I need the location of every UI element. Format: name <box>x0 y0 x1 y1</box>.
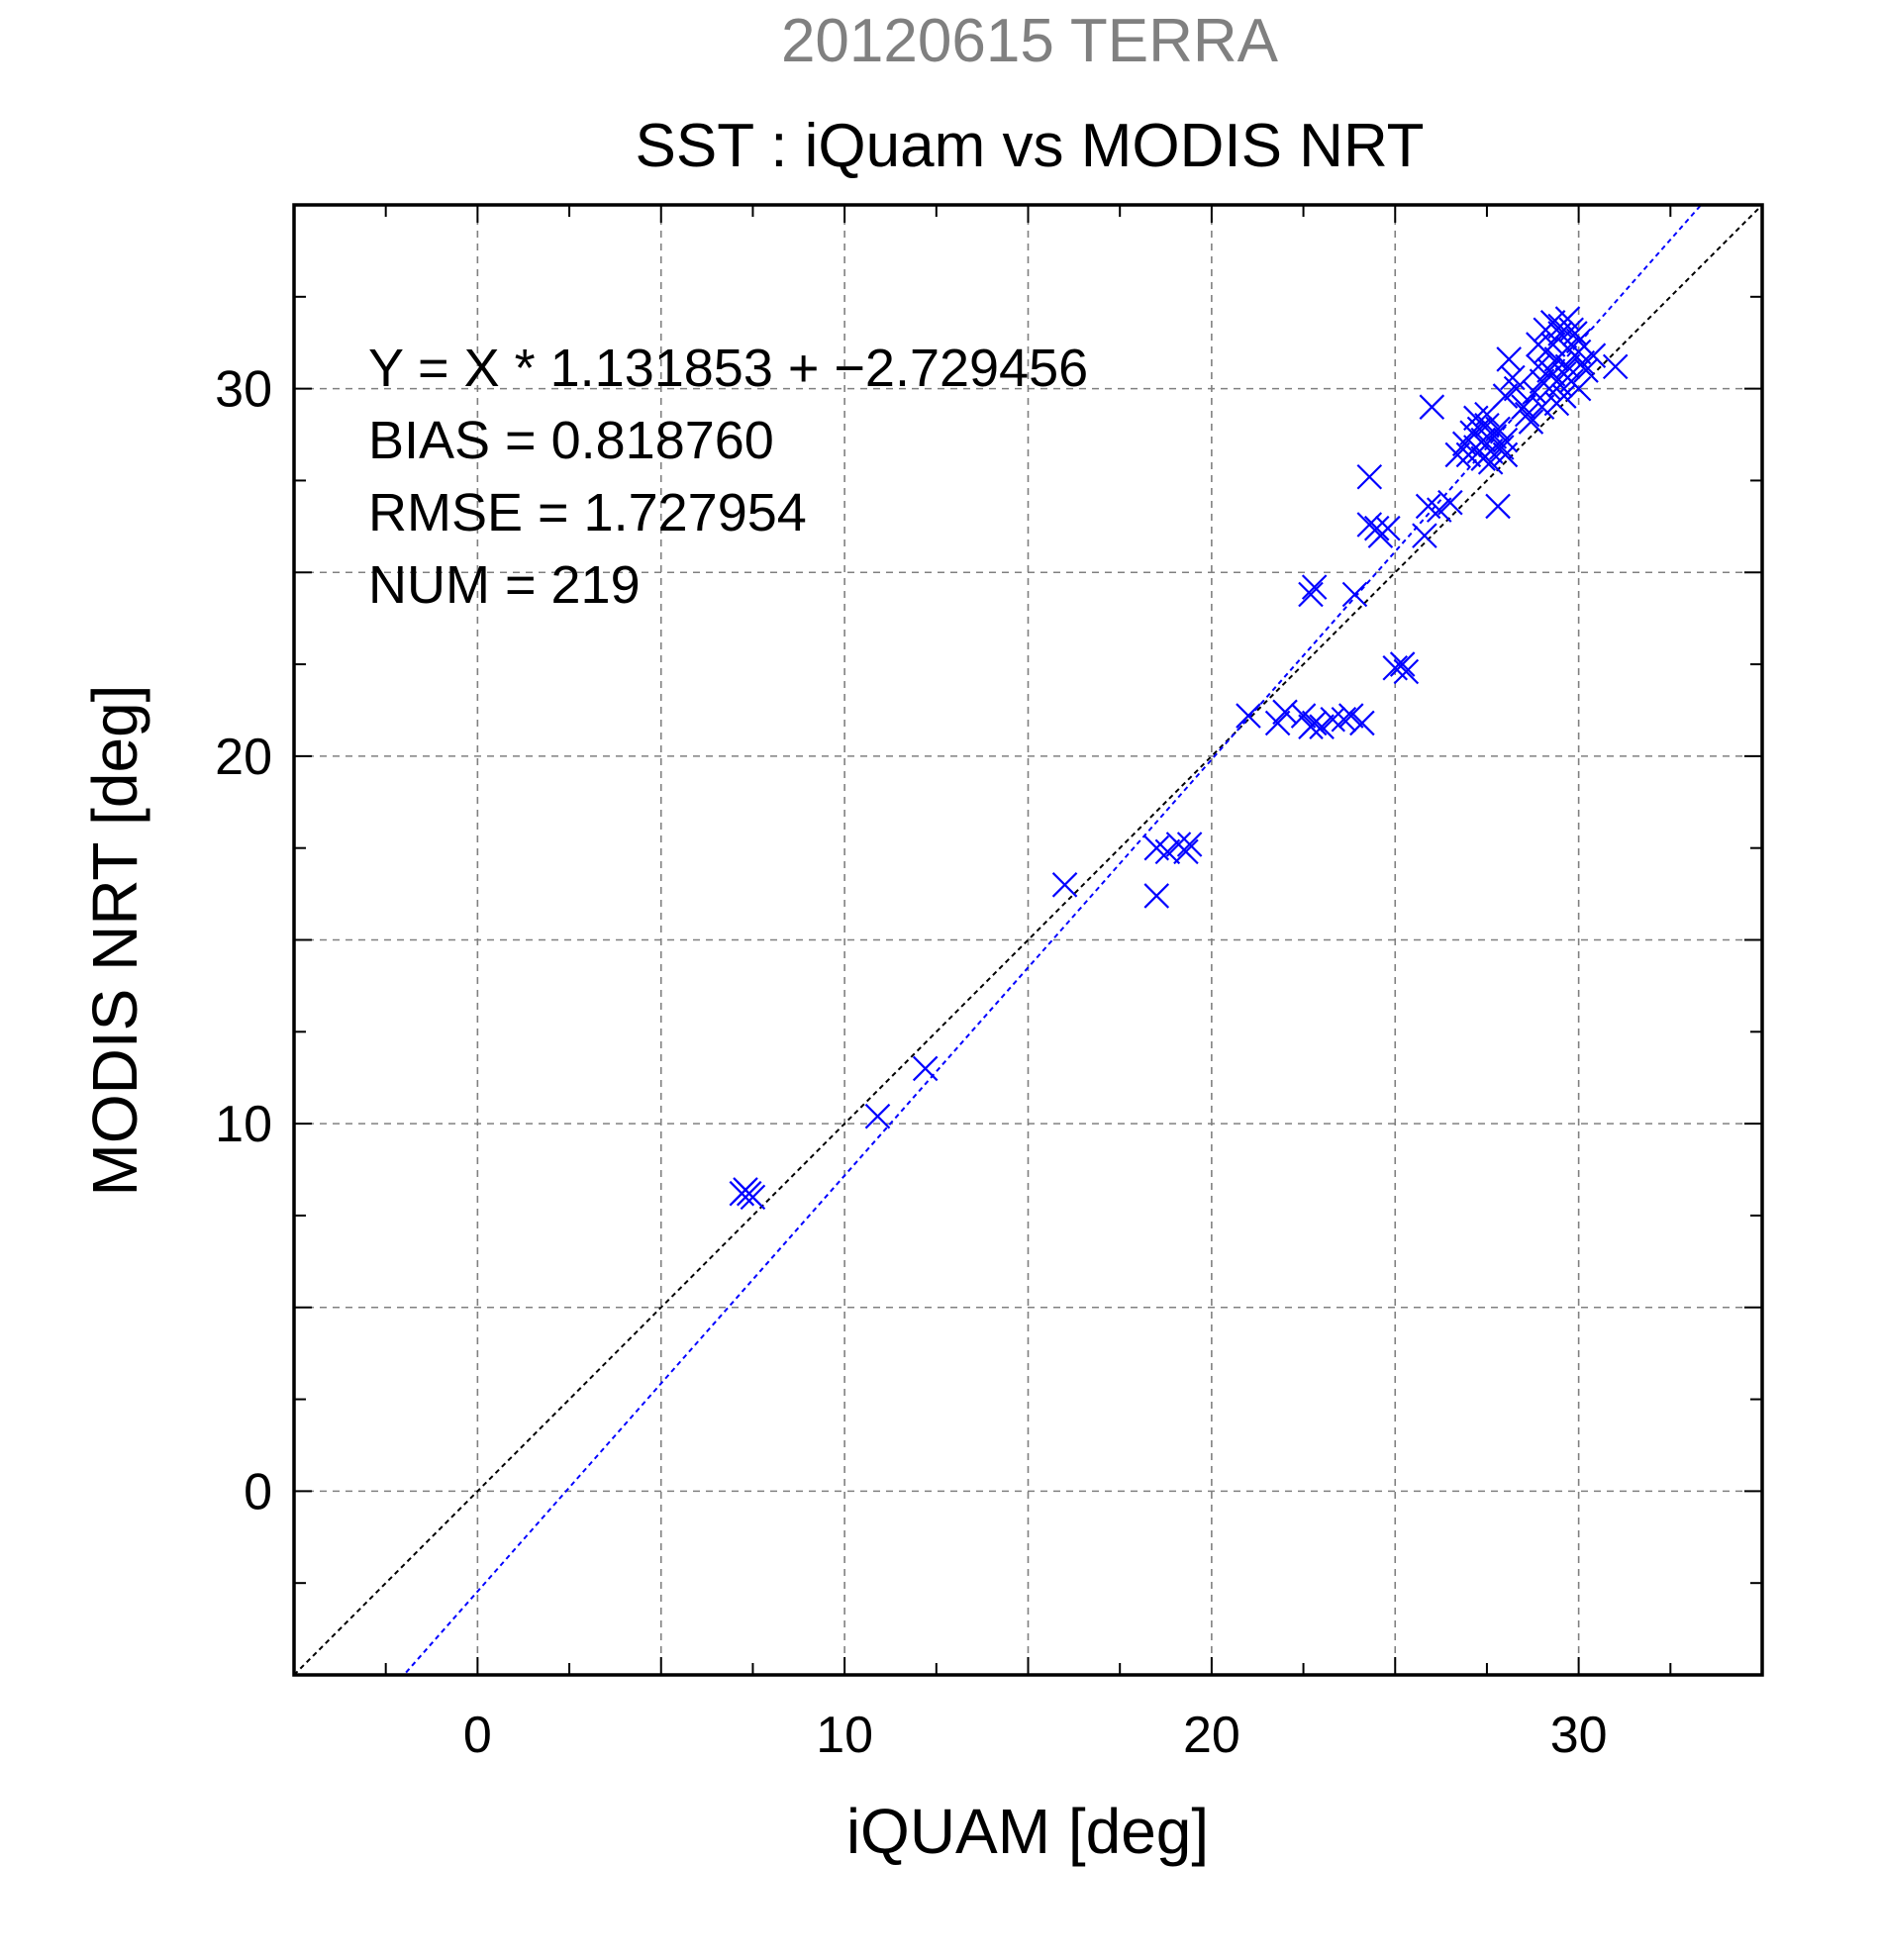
stats-line: NUM = 219 <box>368 555 641 615</box>
data-point <box>1419 394 1445 420</box>
data-point <box>1511 394 1536 420</box>
data-point <box>1554 353 1581 380</box>
data-point <box>1301 574 1328 600</box>
data-point <box>1363 515 1390 541</box>
x-tick-label: 30 <box>1550 1707 1608 1764</box>
stats-line: RMSE = 1.727954 <box>368 483 807 542</box>
chart-title: SST : iQuam vs MODIS NRT <box>636 112 1425 180</box>
data-point <box>1264 710 1291 736</box>
minor-ticks <box>294 205 1762 1675</box>
data-point <box>1533 317 1559 343</box>
data-point <box>912 1055 939 1082</box>
data-point <box>1389 651 1416 677</box>
data-point <box>1393 658 1420 685</box>
y-tick-label: 10 <box>215 1096 272 1153</box>
data-point <box>1444 441 1471 468</box>
data-point <box>1554 306 1581 332</box>
data-point <box>1514 401 1540 428</box>
data-point <box>1580 343 1607 368</box>
data-point <box>1236 703 1261 729</box>
x-tick-label: 0 <box>463 1707 492 1764</box>
data-point <box>740 1184 766 1211</box>
x-axis-label: iQUAM [deg] <box>846 1796 1209 1867</box>
data-point <box>1426 497 1452 523</box>
data-point <box>1547 372 1573 398</box>
data-point <box>1412 523 1437 548</box>
data-point <box>1518 409 1544 435</box>
data-points <box>729 306 1629 1211</box>
data-point <box>864 1103 891 1129</box>
data-point <box>1526 332 1551 357</box>
x-tick-labels: 0 10 20 30 <box>463 1707 1608 1764</box>
data-point <box>1437 489 1463 516</box>
data-point <box>1173 838 1199 865</box>
data-point <box>1488 435 1515 460</box>
y-tick-label: 20 <box>215 729 272 786</box>
y-tick-label: 0 <box>244 1463 272 1520</box>
data-point <box>1565 339 1592 365</box>
data-point <box>1290 703 1317 729</box>
data-point <box>1539 360 1566 387</box>
y-axis-label: MODIS NRT [deg] <box>79 685 150 1197</box>
data-point <box>1143 883 1170 909</box>
data-point <box>1356 463 1383 490</box>
plot-frame <box>292 203 1764 1677</box>
data-point <box>1298 581 1324 608</box>
data-point <box>1337 703 1364 729</box>
data-point <box>1154 838 1181 865</box>
data-point <box>1341 581 1368 608</box>
y-tick-label: 30 <box>215 361 272 419</box>
x-tick-label: 20 <box>1183 1707 1240 1764</box>
data-point <box>1496 346 1522 372</box>
data-point <box>1492 383 1519 409</box>
data-point <box>1485 493 1511 520</box>
data-point <box>1602 353 1629 380</box>
stats-line: Y = X * 1.131853 + −2.729456 <box>368 339 1088 398</box>
chart-subtitle: 20120615 TERRA <box>781 7 1279 75</box>
x-tick-label: 10 <box>816 1707 873 1764</box>
data-point <box>1492 441 1519 468</box>
stats-line: BIAS = 0.818760 <box>368 411 774 470</box>
data-point <box>1176 832 1203 857</box>
y-tick-labels: 0 10 20 30 <box>215 361 272 1521</box>
data-point <box>1375 515 1401 541</box>
data-point <box>1529 394 1555 420</box>
stats-annotation: Y = X * 1.131853 + −2.729456 BIAS = 0.818… <box>368 339 1088 615</box>
data-point <box>1349 710 1375 736</box>
data-point <box>1466 438 1493 464</box>
data-point <box>1051 872 1078 898</box>
identity-line <box>294 205 1762 1675</box>
data-point <box>1309 714 1335 739</box>
